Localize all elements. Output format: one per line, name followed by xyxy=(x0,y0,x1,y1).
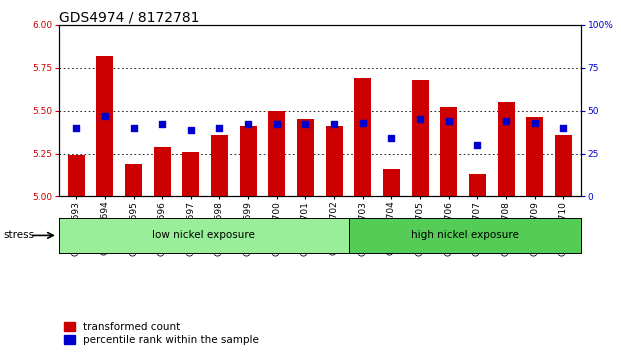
Bar xyxy=(153,147,171,196)
Bar xyxy=(412,80,428,196)
Point xyxy=(386,135,396,141)
Point xyxy=(530,120,540,125)
Legend: transformed count, percentile rank within the sample: transformed count, percentile rank withi… xyxy=(64,322,259,345)
Point xyxy=(358,120,368,125)
Bar xyxy=(68,155,85,196)
Text: stress: stress xyxy=(3,230,34,240)
Point xyxy=(157,121,167,127)
Bar xyxy=(354,78,371,196)
Point xyxy=(214,125,224,131)
Point xyxy=(501,118,511,124)
Bar xyxy=(182,152,199,196)
Bar xyxy=(555,135,572,196)
Bar xyxy=(211,135,228,196)
Text: high nickel exposure: high nickel exposure xyxy=(410,230,519,240)
Bar xyxy=(325,126,343,196)
Bar xyxy=(297,119,314,196)
Point xyxy=(558,125,568,131)
Point xyxy=(301,121,310,127)
Bar xyxy=(440,107,458,196)
Bar xyxy=(383,169,400,196)
Text: low nickel exposure: low nickel exposure xyxy=(153,230,255,240)
Bar xyxy=(268,110,286,196)
Bar xyxy=(240,126,256,196)
Bar xyxy=(125,164,142,196)
Point xyxy=(71,125,81,131)
Point xyxy=(415,116,425,122)
Text: GDS4974 / 8172781: GDS4974 / 8172781 xyxy=(59,11,199,25)
Point xyxy=(129,125,138,131)
Bar xyxy=(96,56,114,196)
Point xyxy=(243,121,253,127)
Bar xyxy=(526,118,543,196)
Point xyxy=(473,142,483,148)
Bar xyxy=(497,102,515,196)
Point xyxy=(100,113,110,119)
Bar xyxy=(469,174,486,196)
Point xyxy=(444,118,454,124)
Point xyxy=(329,121,339,127)
Point xyxy=(186,127,196,132)
Point xyxy=(272,121,282,127)
